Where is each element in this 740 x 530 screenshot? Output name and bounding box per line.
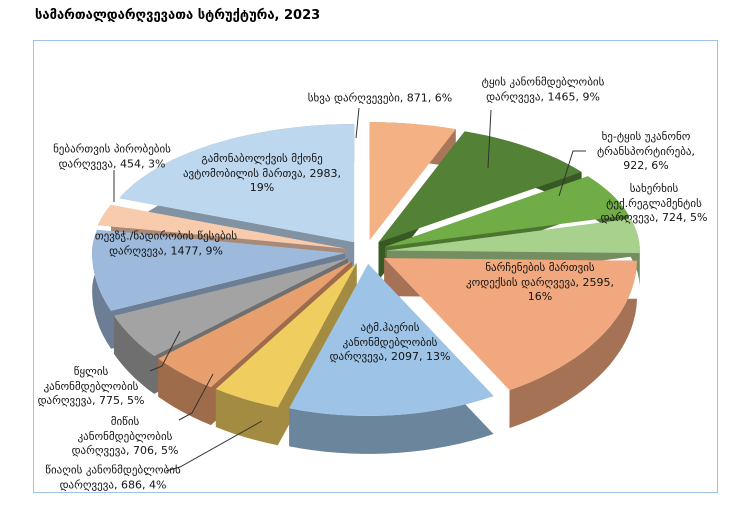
- pie-slice-10: [97, 204, 346, 249]
- pie-slice-side-4: [384, 258, 637, 429]
- pie-slice-3: [386, 218, 640, 254]
- pie-slice-9: [92, 229, 346, 311]
- pie-slice-8: [113, 258, 349, 356]
- label-leader-line-2: [558, 150, 586, 197]
- pie-slice-4: [384, 258, 637, 391]
- label-leader-line-7: [178, 373, 214, 421]
- pie-slice-side-6: [215, 262, 357, 446]
- pie-slice-2: [384, 176, 629, 247]
- label-leader-line-6: [165, 420, 263, 472]
- pie-slice-5: [289, 263, 494, 416]
- pie-slice-0: [369, 122, 456, 241]
- pie-slice-7: [158, 260, 352, 388]
- pie-slice-11: [119, 124, 355, 243]
- pie-slice-1: [378, 131, 582, 243]
- pie-slice-6: [215, 262, 357, 408]
- label-leader-line-1: [487, 109, 492, 169]
- pie-slice-side-7: [158, 260, 352, 426]
- pie-slice-side-0: [369, 122, 456, 279]
- label-leader-line-8: [149, 330, 181, 372]
- chart-title: სამართალდარღვევათა სტრუქტურა, 2023: [35, 8, 321, 23]
- label-leader-line-0: [355, 107, 360, 139]
